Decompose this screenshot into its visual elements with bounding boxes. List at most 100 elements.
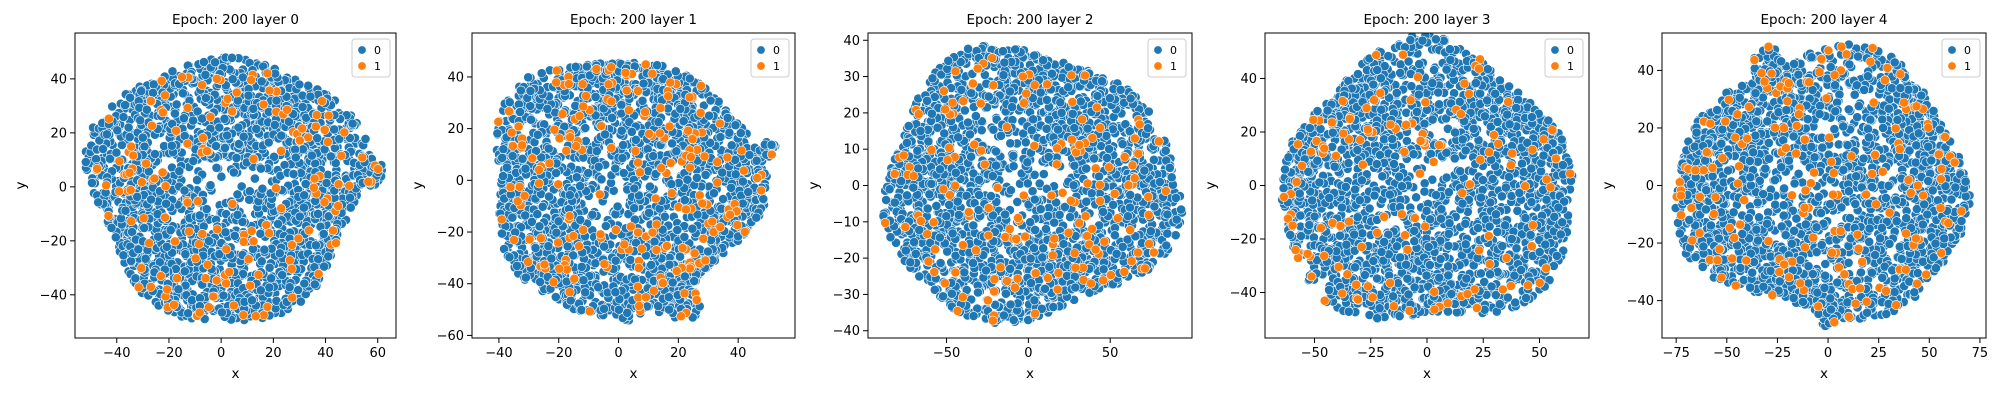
point-class-1 [224,266,235,277]
point-class-0 [237,216,248,227]
point-class-0 [105,153,115,164]
point-class-1 [679,288,690,299]
point-class-1 [133,282,144,293]
point-class-0 [659,211,670,222]
point-class-1 [663,91,674,102]
point-class-1 [114,186,124,197]
point-class-0 [321,178,332,188]
point-class-1 [125,185,136,195]
point-class-1 [160,212,170,223]
point-class-0 [653,301,664,311]
point-class-0 [329,124,340,135]
point-class-1 [308,182,319,193]
point-class-0 [580,287,591,298]
point-class-1 [156,75,167,86]
point-class-0 [112,125,123,136]
x-tick-label: −40 [485,346,512,361]
point-class-0 [730,169,741,180]
point-class-1 [698,233,709,244]
point-class-0 [91,154,101,164]
point-class-1 [620,67,631,78]
point-class-1 [194,239,204,249]
point-class-0 [214,249,225,260]
point-class-1 [144,238,155,249]
point-class-0 [629,203,640,214]
point-class-1 [549,124,560,135]
point-class-1 [650,193,661,204]
point-class-0 [610,287,621,298]
point-class-0 [216,171,227,182]
point-class-0 [652,60,662,71]
point-class-1 [513,121,524,132]
point-class-0 [766,139,777,150]
point-class-1 [681,204,691,215]
point-class-0 [498,171,508,181]
point-class-0 [648,151,659,161]
point-class-0 [703,246,713,257]
point-class-1 [523,257,533,267]
point-class-0 [205,180,216,191]
point-class-0 [167,66,178,77]
point-class-0 [717,167,728,178]
point-class-0 [521,272,531,283]
point-class-0 [222,130,232,141]
point-class-0 [255,228,266,239]
point-class-1 [633,281,643,292]
point-class-1 [685,263,695,274]
point-class-0 [532,209,543,219]
point-class-0 [323,211,334,222]
point-class-1 [689,248,700,259]
point-class-0 [244,194,255,205]
point-class-1 [606,62,617,73]
point-class-0 [565,295,576,306]
point-class-0 [751,155,762,166]
point-class-1 [508,140,518,151]
point-class-1 [712,157,723,167]
point-class-0 [220,142,230,153]
point-class-0 [178,113,189,124]
x-tick-label: 20 [265,346,282,361]
point-class-0 [607,112,617,123]
point-class-1 [665,157,676,168]
point-class-1 [665,77,676,88]
point-class-1 [261,220,272,230]
point-class-1 [104,113,114,124]
point-class-0 [631,134,641,145]
point-class-0 [672,225,683,235]
point-class-0 [526,114,536,125]
point-class-0 [751,212,762,223]
point-class-0 [227,52,237,63]
x-axis-label: x [630,366,638,382]
point-class-1 [536,233,546,244]
point-class-0 [546,253,557,264]
point-class-1 [124,167,135,178]
point-class-0 [644,207,654,218]
point-class-0 [192,106,203,117]
point-class-0 [169,108,180,119]
point-class-1 [658,278,668,288]
point-class-1 [126,216,137,227]
point-class-0 [318,228,329,239]
point-class-0 [666,179,677,189]
point-class-0 [232,95,243,106]
x-tick-label: 60 [369,346,386,361]
point-class-0 [251,123,262,134]
point-class-1 [686,152,696,162]
point-class-1 [569,273,580,284]
point-class-0 [117,140,127,150]
y-tick-label: −40 [40,288,67,303]
point-class-1 [634,300,644,311]
point-class-1 [205,112,216,122]
point-class-0 [154,257,165,268]
point-class-0 [271,95,282,106]
point-class-1 [336,150,347,161]
point-class-1 [141,158,151,169]
point-class-0 [625,254,636,265]
point-class-1 [517,140,528,151]
point-class-0 [243,90,254,101]
point-class-1 [271,183,281,194]
point-class-0 [166,140,177,151]
point-class-0 [671,146,682,157]
